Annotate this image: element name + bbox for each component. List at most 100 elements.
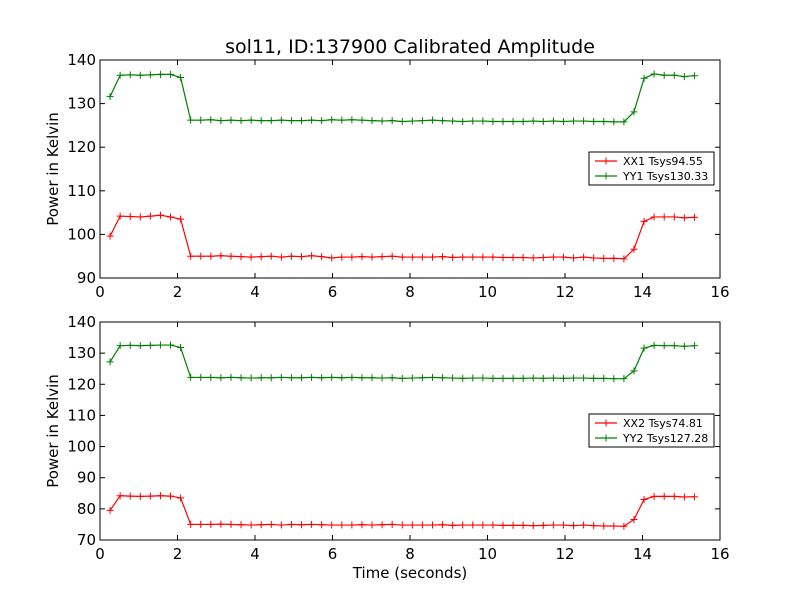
bottom-x-tick-label: 16 — [710, 545, 729, 563]
bottom-series-0-point — [237, 521, 245, 529]
bottom-series-1-point — [630, 367, 638, 375]
bottom-series-1-point — [217, 374, 225, 382]
top-series-0-point — [428, 253, 436, 261]
top-series-0-point — [388, 252, 396, 260]
bottom-series-1-point — [459, 374, 467, 382]
top-series-1-point — [187, 116, 195, 124]
top-y-axis-label: Power in Kelvin — [44, 112, 62, 226]
top-series-1-point — [660, 71, 668, 79]
bottom-series-1-point — [328, 373, 336, 381]
bottom-series-0-point — [247, 521, 255, 529]
bottom-series-1-point — [650, 341, 658, 349]
bottom-series-0-point — [529, 522, 537, 530]
top-series-1-point — [600, 117, 608, 125]
bottom-series-0-point — [549, 521, 557, 529]
bottom-series-0-point — [368, 521, 376, 529]
bottom-legend-box — [588, 413, 715, 448]
top-series-0-point — [136, 213, 144, 221]
bottom-series-1-point — [590, 374, 598, 382]
top-series-1-point — [640, 74, 648, 82]
bottom-series-1-point — [690, 342, 698, 350]
top-x-tick-label: 10 — [478, 283, 497, 301]
bottom-legend-label-0: XX2 Tsys74.81 — [623, 417, 703, 430]
top-series-1-markers — [106, 70, 698, 126]
bottom-series-0-point — [428, 521, 436, 529]
bottom-series-1-point — [136, 342, 144, 350]
top-series-0-point — [529, 254, 537, 262]
top-series-0-point — [690, 213, 698, 221]
top-series-0-point — [116, 212, 124, 220]
top-series-1-point — [590, 117, 598, 125]
top-series-1-point — [146, 71, 154, 79]
bottom-series-1-point — [570, 374, 578, 382]
bottom-series-1-point — [237, 374, 245, 382]
bottom-series-1-point — [640, 344, 648, 352]
bottom-series-1-point — [126, 341, 134, 349]
bottom-series-0-point — [580, 521, 588, 529]
top-series-0-point — [479, 253, 487, 261]
top-series-1-point — [308, 116, 316, 124]
bottom-x-tick-label: 8 — [405, 545, 415, 563]
top-series-1-point — [519, 117, 527, 125]
bottom-series-1-point — [418, 374, 426, 382]
top-series-0-point — [499, 254, 507, 262]
bottom-series-1-point — [620, 375, 628, 383]
top-series-1-point — [247, 116, 255, 124]
bottom-series-1-point — [257, 374, 265, 382]
bottom-series-1-point — [116, 342, 124, 350]
top-series-1-point — [388, 117, 396, 125]
bottom-series-0-point — [670, 492, 678, 500]
top-series-1-point — [136, 71, 144, 79]
bottom-series-0-point — [187, 520, 195, 528]
bottom-y-tick-label: 110 — [67, 406, 96, 424]
top-legend: XX1 Tsys94.55 YY1 Tsys130.33 — [588, 151, 715, 186]
bottom-series-1-point — [469, 374, 477, 382]
top-x-tick-label: 8 — [405, 283, 415, 301]
top-series-1-point — [620, 118, 628, 126]
top-series-1-point — [237, 117, 245, 125]
top-y-tick-label: 140 — [67, 51, 96, 69]
top-series-1-point — [378, 117, 386, 125]
bottom-series-0-markers — [106, 492, 698, 530]
bottom-series-0-point — [489, 521, 497, 529]
top-series-1-point — [156, 70, 164, 78]
top-series-1-point — [257, 117, 265, 125]
top-series-1-point — [116, 71, 124, 79]
bottom-series-0-point — [539, 521, 547, 529]
top-series-1-point — [277, 116, 285, 124]
top-series-0-point — [680, 214, 688, 222]
top-legend-marker-1 — [602, 172, 610, 180]
top-series-1-point — [267, 117, 275, 125]
bottom-series-0-point — [358, 521, 366, 529]
top-series-0-point — [559, 253, 567, 261]
bottom-series-0-point — [610, 522, 618, 530]
top-series-0-point — [287, 252, 295, 260]
bottom-series-1-point — [318, 374, 326, 382]
top-y-tick-label: 120 — [67, 138, 96, 156]
bottom-series-0-point — [408, 521, 416, 529]
top-series-1-point — [358, 116, 366, 124]
bottom-legend-label-1: YY2 Tsys127.28 — [622, 432, 708, 445]
bottom-y-tick-label: 140 — [67, 313, 96, 331]
bottom-series-0-point — [378, 521, 386, 529]
bottom-series-1-markers — [106, 341, 698, 383]
top-series-0-point — [408, 253, 416, 261]
bottom-series-1-point — [308, 373, 316, 381]
bottom-y-tick-label: 100 — [67, 438, 96, 456]
top-x-tick-label: 2 — [173, 283, 183, 301]
top-series-0-markers — [106, 211, 698, 263]
bottom-series-0-point — [217, 520, 225, 528]
bottom-series-0-point — [469, 521, 477, 529]
bottom-series-1-point — [207, 373, 215, 381]
top-series-0-point — [358, 253, 366, 261]
bottom-series-0-point — [680, 493, 688, 501]
top-series-0-point — [459, 253, 467, 261]
bottom-series-0-point — [418, 521, 426, 529]
bottom-series-1-point — [287, 374, 295, 382]
top-series-0-point — [640, 217, 648, 225]
bottom-series-1-point — [106, 358, 114, 366]
top-series-1-point — [559, 117, 567, 125]
bottom-series-0-point — [197, 520, 205, 528]
bottom-series-0-point — [298, 521, 305, 529]
